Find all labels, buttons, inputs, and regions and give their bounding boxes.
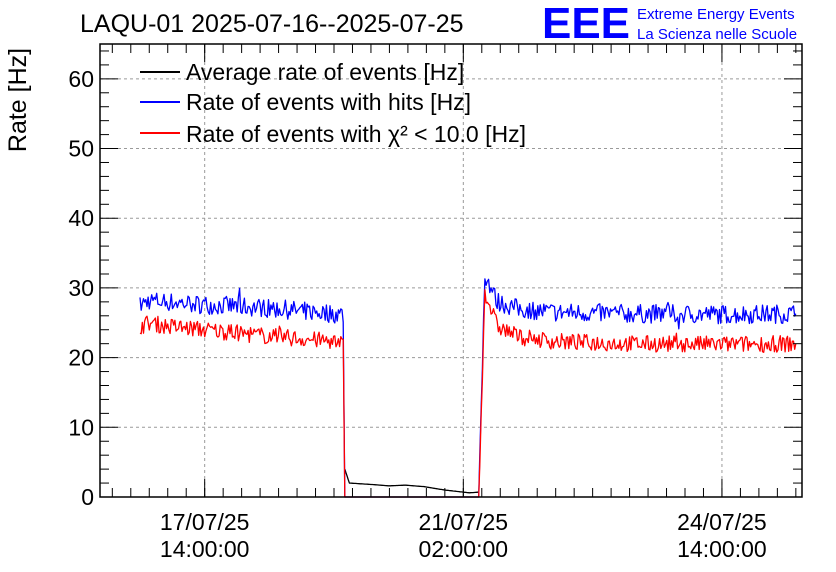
plot-frame — [99, 43, 803, 498]
legend: Average rate of events [Hz] Rate of even… — [140, 59, 526, 147]
axes: 010203040506017/07/2514:00:0021/07/2502:… — [68, 44, 802, 562]
y-tick-label: 10 — [68, 414, 94, 440]
series-lines — [139, 278, 797, 498]
chart-title: LAQU-01 2025-07-16--2025-07-25 — [80, 10, 464, 38]
eee-logo: EEE Extreme Energy Events La Scienza nel… — [542, 0, 797, 48]
x-tick-label-date: 21/07/25 — [419, 509, 509, 535]
series-line-0 — [344, 468, 479, 494]
logo-line-2: La Scienza nelle Scuole — [637, 26, 797, 43]
logo-mark: EEE — [542, 0, 630, 48]
legend-label-hits: Rate of events with hits [Hz] — [186, 89, 471, 115]
y-tick-label: 40 — [68, 205, 94, 231]
y-tick-label: 50 — [68, 136, 94, 162]
x-tick-label-date: 17/07/25 — [160, 509, 250, 535]
x-tick-label-date: 24/07/25 — [677, 509, 767, 535]
grid-lines — [100, 44, 802, 497]
x-tick-label-time: 14:00:00 — [677, 536, 767, 562]
y-tick-label: 30 — [68, 275, 94, 301]
series-line-1 — [139, 278, 797, 498]
y-axis-label: Rate [Hz] — [4, 48, 32, 152]
x-tick-label-time: 14:00:00 — [160, 536, 250, 562]
x-tick-label-time: 02:00:00 — [419, 536, 509, 562]
legend-label-average: Average rate of events [Hz] — [186, 59, 464, 85]
y-tick-label: 60 — [68, 66, 94, 92]
legend-label-chi2: Rate of events with χ² < 10.0 [Hz] — [186, 121, 526, 147]
series-line-2 — [139, 289, 797, 498]
y-tick-label: 20 — [68, 345, 94, 371]
y-tick-label: 0 — [81, 484, 94, 510]
logo-line-1: Extreme Energy Events — [637, 6, 795, 23]
